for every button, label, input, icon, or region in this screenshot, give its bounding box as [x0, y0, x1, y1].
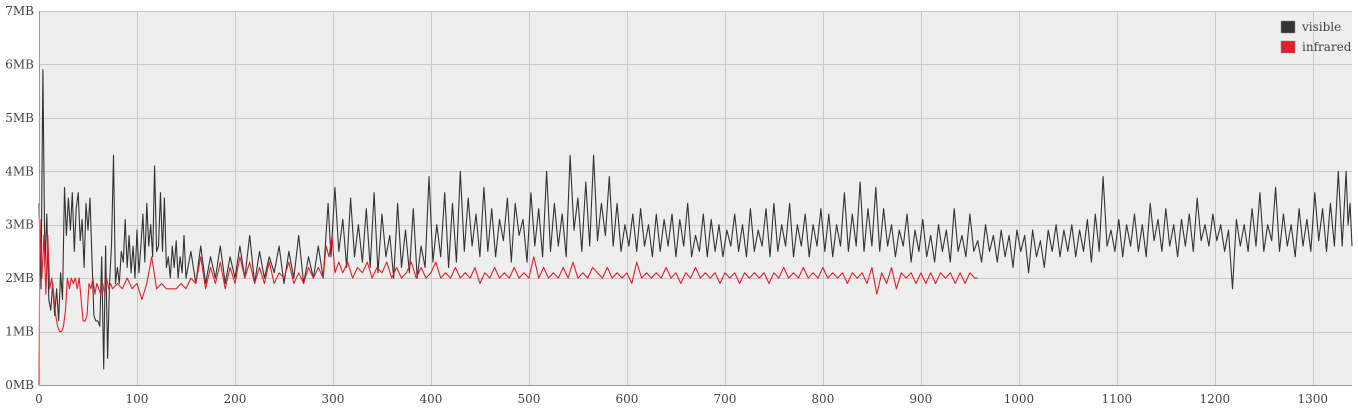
- legend[interactable]: visible infrared: [1280, 20, 1352, 54]
- legend-item-visible[interactable]: visible: [1280, 20, 1341, 34]
- x-tick-label: 1100: [1102, 392, 1133, 406]
- y-tick-label: 6MB: [5, 57, 34, 71]
- series-layer: [38, 69, 1353, 386]
- series-line-infrared: [38, 218, 978, 386]
- legend-item-infrared[interactable]: infrared: [1280, 40, 1352, 54]
- x-tick-label: 800: [811, 392, 834, 406]
- axes: [39, 11, 1352, 386]
- y-tick-label: 7MB: [5, 4, 34, 18]
- x-tick-label: 1200: [1200, 392, 1231, 406]
- x-tick-label: 400: [419, 392, 442, 406]
- x-tick-label: 600: [615, 392, 638, 406]
- x-tick-label: 900: [909, 392, 932, 406]
- x-tick-label: 300: [322, 392, 345, 406]
- x-tick-label: 100: [126, 392, 149, 406]
- x-tick-label: 0: [35, 392, 43, 406]
- y-tick-label: 5MB: [5, 111, 34, 125]
- x-tick-label: 1300: [1298, 392, 1329, 406]
- y-tick-label: 1MB: [5, 325, 34, 339]
- y-tick-label: 3MB: [5, 218, 34, 232]
- x-axis-ticks: 0 100 200 300 400 500 600 700 800 900 1000 1100 1200…: [35, 392, 1328, 406]
- legend-label: infrared: [1302, 40, 1352, 54]
- y-axis-ticks: 0MB 1MB 2MB 3MB 4MB 5MB 6MB 7MB: [5, 4, 34, 392]
- legend-swatch: [1280, 20, 1296, 34]
- x-tick-label: 500: [517, 392, 540, 406]
- x-tick-label: 700: [713, 392, 736, 406]
- y-gridlines: [39, 11, 1352, 333]
- plot-background: [39, 11, 1352, 385]
- y-tick-label: 2MB: [5, 271, 34, 285]
- legend-label: visible: [1301, 20, 1341, 34]
- x-tick-label: 200: [224, 392, 247, 406]
- x-tick-label: 1000: [1004, 392, 1035, 406]
- y-tick-label: 0MB: [5, 378, 34, 392]
- y-tick-label: 4MB: [5, 164, 34, 178]
- legend-swatch: [1280, 40, 1296, 54]
- series-line-visible: [38, 69, 1353, 370]
- x-gridlines: [137, 11, 1314, 385]
